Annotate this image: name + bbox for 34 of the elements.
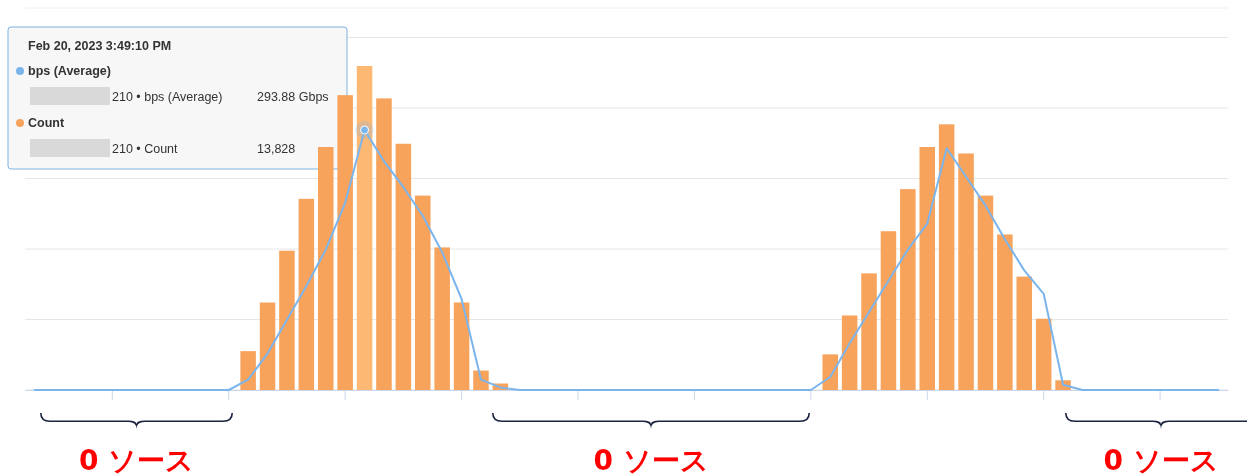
bar	[919, 147, 936, 390]
bar	[841, 315, 858, 390]
legend-label: Count	[28, 116, 65, 130]
bar	[395, 143, 412, 390]
text: 0 ソース	[593, 444, 709, 475]
text: 0 ソース	[1103, 444, 1219, 475]
bar	[900, 189, 916, 390]
bar	[1016, 276, 1033, 390]
bar	[434, 247, 450, 390]
text: 0 ソース	[78, 444, 195, 475]
legend-label: bps (Average)	[28, 64, 111, 78]
bar	[259, 302, 276, 390]
bar	[356, 66, 373, 390]
bar	[958, 153, 974, 390]
bar	[822, 354, 838, 390]
bar	[240, 351, 256, 390]
bar	[376, 98, 392, 390]
bar	[977, 195, 994, 390]
text: Feb 20, 2023 3:49:10 PM	[28, 39, 172, 53]
annotation: 13,828	[257, 142, 296, 156]
bar	[880, 231, 897, 390]
bar	[997, 234, 1013, 390]
bar	[1035, 318, 1052, 390]
bar	[861, 273, 877, 390]
bar	[337, 95, 353, 390]
annotation: 293.88 Gbps	[257, 90, 329, 104]
annotation: 210 • bps (Average)	[112, 90, 223, 104]
bar	[317, 147, 334, 390]
bar	[938, 124, 955, 390]
annotation: 210 • Count	[112, 142, 179, 156]
bar	[298, 198, 315, 390]
bar	[279, 250, 295, 390]
bar	[453, 302, 470, 390]
bar	[415, 195, 431, 390]
